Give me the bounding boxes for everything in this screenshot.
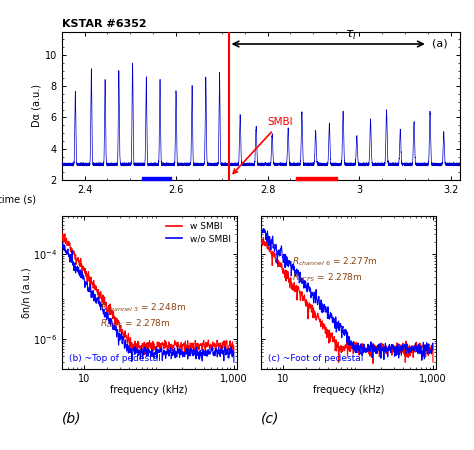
Text: $\tau_I$: $\tau_I$ xyxy=(345,29,357,42)
Text: (c) ~Foot of pedestal: (c) ~Foot of pedestal xyxy=(268,354,363,363)
Text: $R_{channel\ 3}$ = 2.248m: $R_{channel\ 3}$ = 2.248m xyxy=(100,302,186,315)
Bar xyxy=(142,176,172,180)
Y-axis label: δn/n (a.u.): δn/n (a.u.) xyxy=(21,267,31,318)
Text: (b): (b) xyxy=(62,412,81,426)
Text: $R_{channel\ 6}$ = 2.277m: $R_{channel\ 6}$ = 2.277m xyxy=(292,256,377,269)
Text: KSTAR #6352: KSTAR #6352 xyxy=(62,19,146,29)
Legend: w SMBI, w/o SMBI: w SMBI, w/o SMBI xyxy=(164,220,232,245)
Text: SMBI: SMBI xyxy=(233,117,293,173)
Bar xyxy=(296,176,337,180)
Text: (c): (c) xyxy=(261,412,279,426)
X-axis label: frequency (kHz): frequency (kHz) xyxy=(110,385,188,395)
Y-axis label: Dα (a.u.): Dα (a.u.) xyxy=(32,84,42,127)
Text: $R_{LCFS}$ = 2.278m: $R_{LCFS}$ = 2.278m xyxy=(100,317,171,330)
Text: $R_{LCFS}$ = 2.278m: $R_{LCFS}$ = 2.278m xyxy=(292,271,363,284)
X-axis label: frequecy (kHz): frequecy (kHz) xyxy=(313,385,384,395)
Text: (a): (a) xyxy=(432,39,448,49)
Text: time (s): time (s) xyxy=(0,195,36,205)
Text: (b) ~Top of pedestal: (b) ~Top of pedestal xyxy=(69,354,161,363)
